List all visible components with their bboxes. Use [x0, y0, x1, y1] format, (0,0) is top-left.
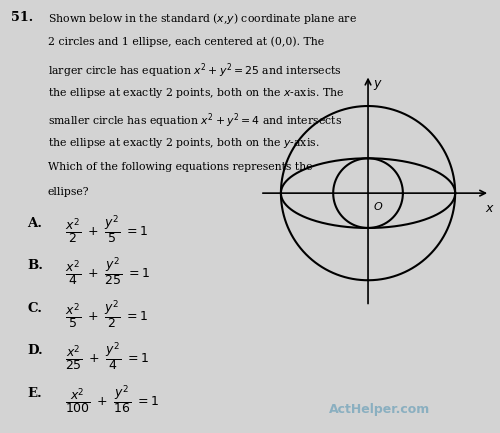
Text: $\dfrac{x^2}{4}\ +\ \dfrac{y^2}{25}\ =1$: $\dfrac{x^2}{4}\ +\ \dfrac{y^2}{25}\ =1$ — [65, 256, 150, 288]
Text: A.: A. — [28, 217, 42, 230]
Text: E.: E. — [28, 387, 42, 400]
Text: $y$: $y$ — [374, 78, 383, 92]
Text: the ellipse at exactly 2 points, both on the $x$-axis. The: the ellipse at exactly 2 points, both on… — [48, 86, 344, 100]
Text: smaller circle has equation $x^2 + y^2 = 4$ and intersects: smaller circle has equation $x^2 + y^2 =… — [48, 111, 342, 130]
Text: Which of the following equations represents the: Which of the following equations represe… — [48, 162, 312, 171]
Text: 51.: 51. — [11, 11, 33, 24]
Text: $\dfrac{x^2}{2}\ +\ \dfrac{y^2}{5}\ =1$: $\dfrac{x^2}{2}\ +\ \dfrac{y^2}{5}\ =1$ — [65, 213, 148, 246]
Text: $x$: $x$ — [485, 202, 494, 215]
Text: $\dfrac{x^2}{5}\ +\ \dfrac{y^2}{2}\ =1$: $\dfrac{x^2}{5}\ +\ \dfrac{y^2}{2}\ =1$ — [65, 298, 148, 331]
Text: ellipse?: ellipse? — [48, 187, 89, 197]
Text: the ellipse at exactly 2 points, both on the $y$-axis.: the ellipse at exactly 2 points, both on… — [48, 136, 319, 150]
Text: 2 circles and 1 ellipse, each centered at (0,0). The: 2 circles and 1 ellipse, each centered a… — [48, 36, 324, 46]
Text: $\dfrac{x^2}{100}\ +\ \dfrac{y^2}{16}\ =1$: $\dfrac{x^2}{100}\ +\ \dfrac{y^2}{16}\ =… — [65, 383, 160, 416]
Text: larger circle has equation $x^2 + y^2 = 25$ and intersects: larger circle has equation $x^2 + y^2 = … — [48, 61, 341, 80]
Text: $\dfrac{x^2}{25}\ +\ \dfrac{y^2}{4}\ =1$: $\dfrac{x^2}{25}\ +\ \dfrac{y^2}{4}\ =1$ — [65, 341, 150, 373]
Text: D.: D. — [28, 344, 44, 357]
Text: ActHelper.com: ActHelper.com — [330, 403, 430, 416]
Text: C.: C. — [28, 302, 42, 315]
Text: B.: B. — [28, 259, 44, 272]
Text: Shown below in the standard ($x$,$y$) coordinate plane are: Shown below in the standard ($x$,$y$) co… — [48, 11, 356, 26]
Text: $O$: $O$ — [374, 200, 384, 212]
